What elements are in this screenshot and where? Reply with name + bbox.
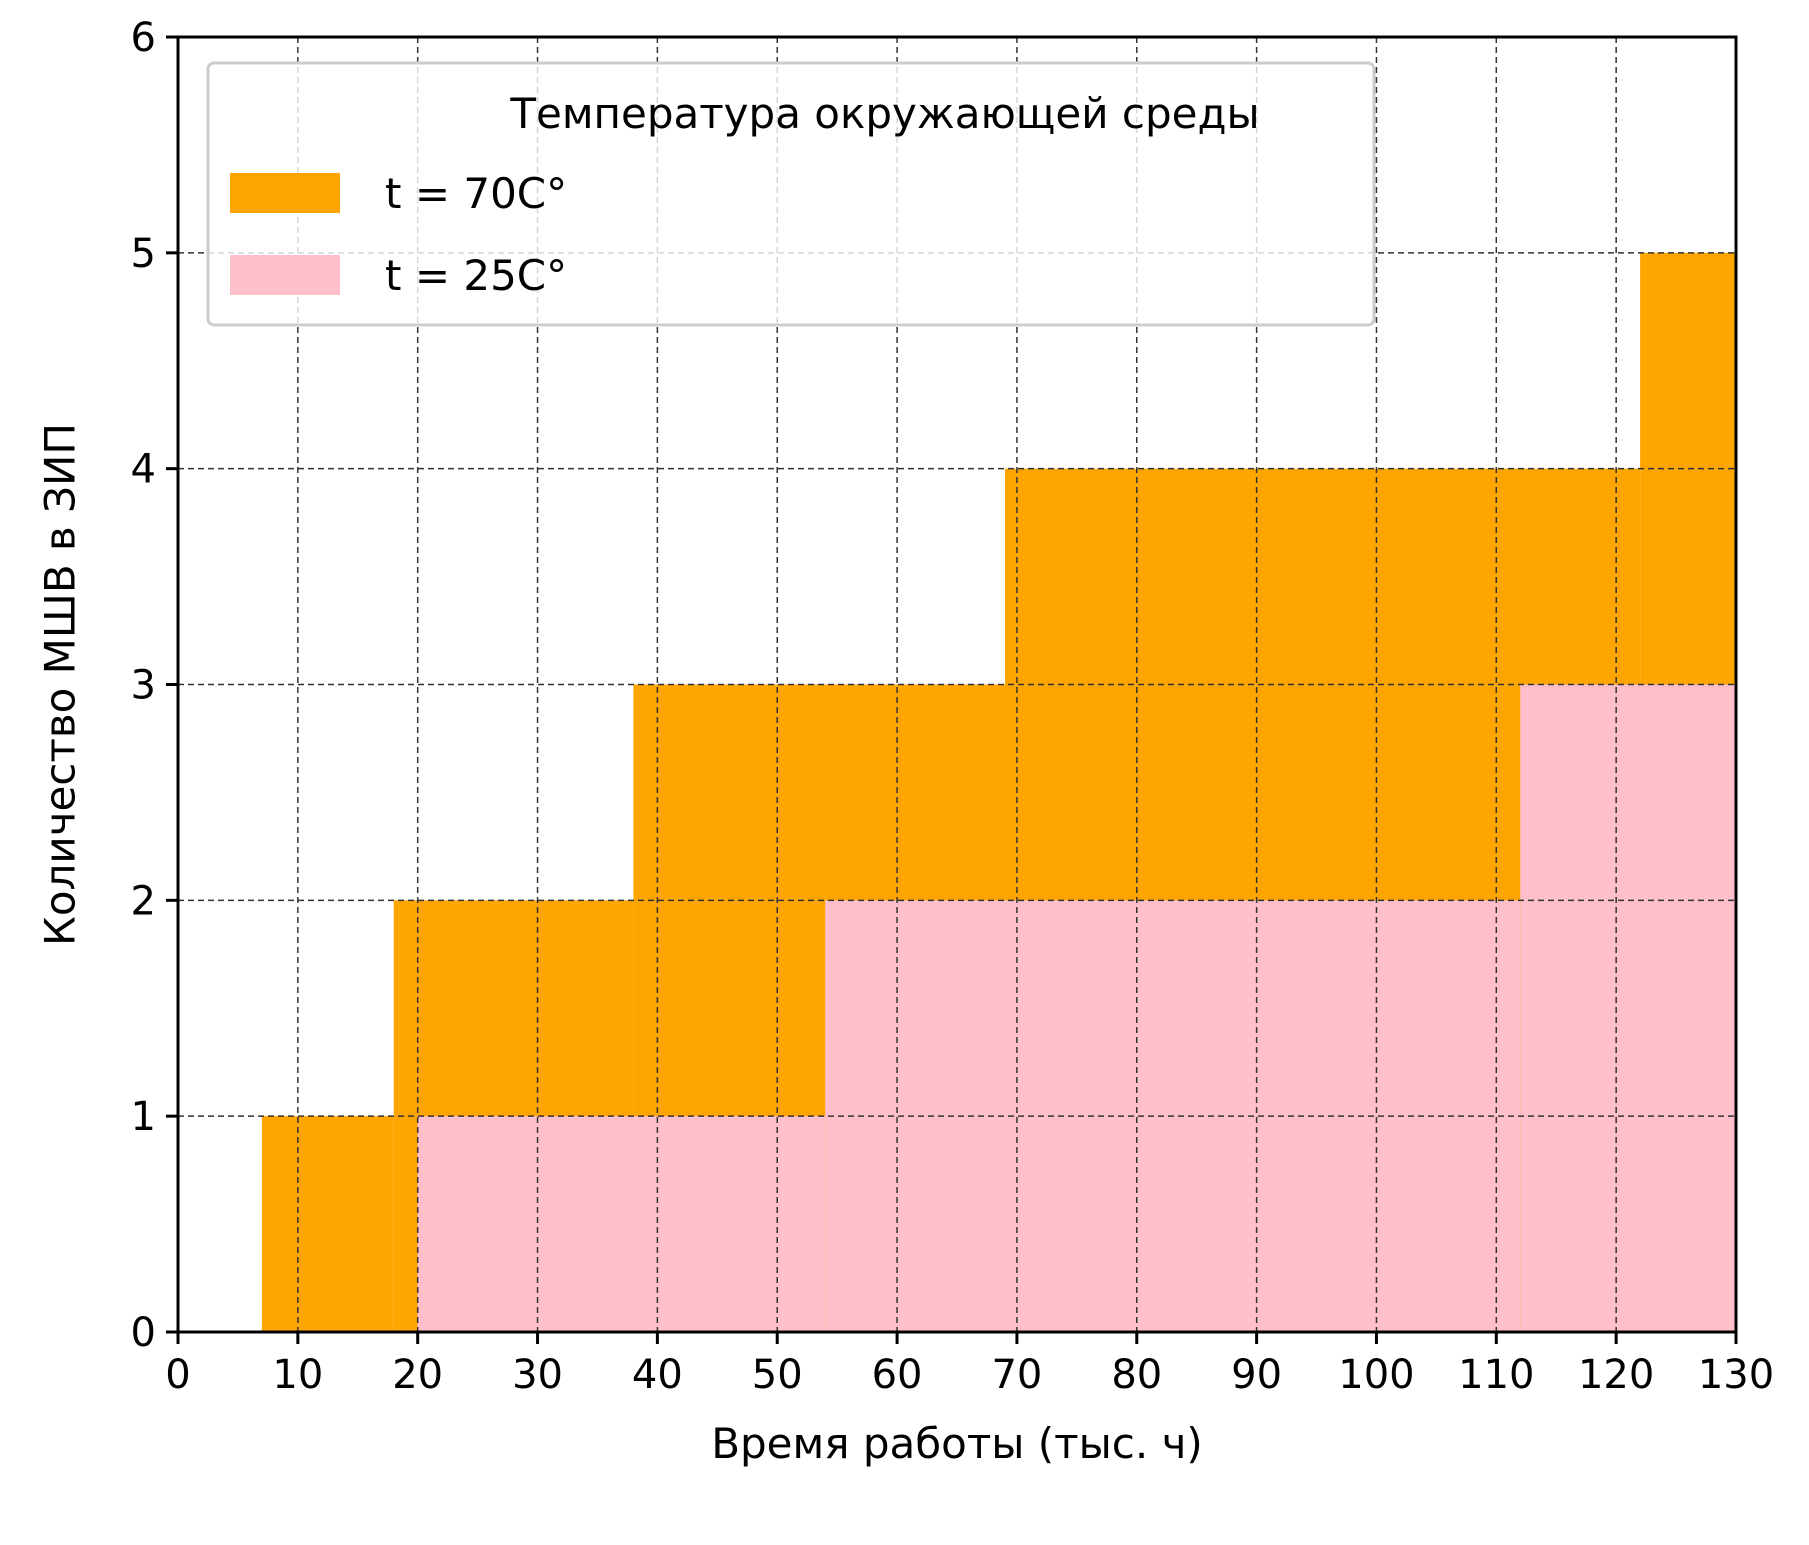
x-tick-label-2: 20 (392, 1352, 443, 1398)
legend-label-1: t = 25C° (385, 251, 567, 300)
x-tick-label-5: 50 (752, 1352, 803, 1398)
chart-bars (261, 252, 1736, 1333)
x-tick-label-8: 80 (1111, 1352, 1162, 1398)
y-axis-label: Количество МШВ в ЗИП (36, 423, 85, 946)
bar-series-0-step-0 (261, 1116, 394, 1332)
bar-series-1-step-2 (1520, 684, 1736, 1332)
y-tick-label-5: 5 (131, 231, 156, 277)
x-tick-label-0: 0 (165, 1352, 190, 1398)
y-tick-label-1: 1 (131, 1094, 156, 1140)
x-tick-label-7: 70 (991, 1352, 1042, 1398)
x-axis-label: Время работы (тыс. ч) (711, 1419, 1203, 1468)
x-tick-label-6: 60 (872, 1352, 923, 1398)
x-tick-label-13: 130 (1698, 1352, 1774, 1398)
legend: Температура окружающей среды t = 70C° t =… (206, 61, 1376, 327)
bar-series-1-step-0 (417, 1116, 826, 1332)
x-tick-label-9: 90 (1231, 1352, 1282, 1398)
y-tick-label-0: 0 (131, 1310, 156, 1356)
legend-box (206, 61, 1376, 327)
y-axis: 0 1 2 3 4 5 6 (131, 15, 178, 1356)
y-tick-label-4: 4 (131, 447, 156, 493)
legend-swatch-1 (230, 255, 340, 295)
x-tick-label-10: 100 (1338, 1352, 1414, 1398)
x-tick-label-11: 110 (1458, 1352, 1534, 1398)
x-tick-label-12: 120 (1578, 1352, 1654, 1398)
y-tick-label-6: 6 (131, 15, 156, 61)
y-tick-label-3: 3 (131, 663, 156, 709)
x-tick-label-1: 10 (272, 1352, 323, 1398)
legend-title: Температура окружающей среды (509, 89, 1259, 138)
legend-label-0: t = 70C° (385, 169, 567, 218)
x-tick-label-4: 40 (632, 1352, 683, 1398)
legend-swatch-0 (230, 173, 340, 213)
x-axis: 0 10 20 30 40 50 60 70 80 90 100 110 120 130 (165, 1332, 1774, 1398)
x-tick-label-3: 30 (512, 1352, 563, 1398)
y-tick-label-2: 2 (131, 878, 156, 924)
